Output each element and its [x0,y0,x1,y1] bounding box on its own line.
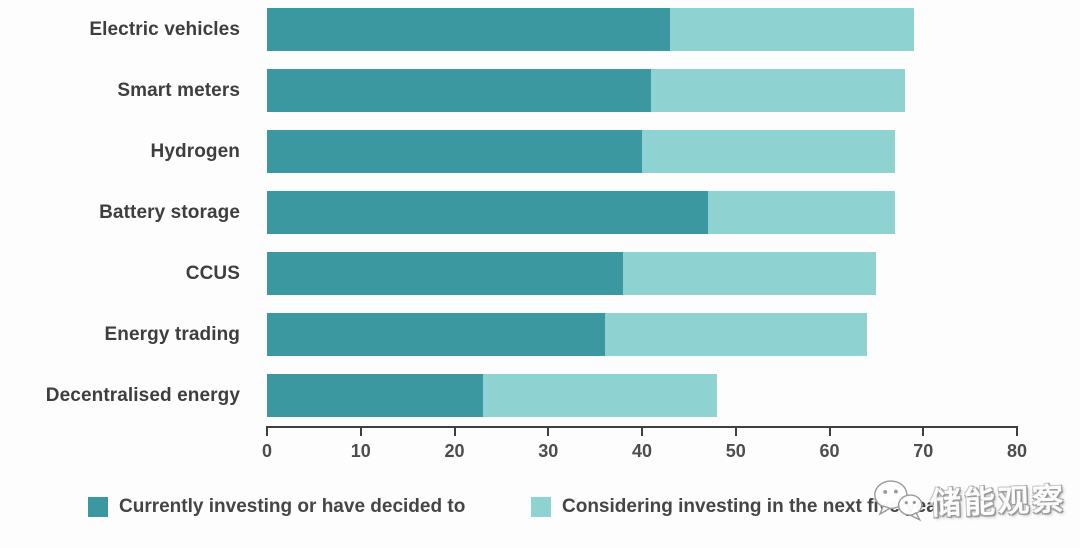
axis-tick-label: 50 [725,441,746,461]
chart-row: Electric vehicles [0,8,1080,51]
bar-track [267,374,1017,417]
category-label: Battery storage [99,202,240,223]
axis-tick-label: 10 [350,441,371,461]
bar-segment-currently-investing [267,313,605,356]
legend-swatch-light [531,497,551,517]
bar-track [267,69,1017,112]
axis-tick [453,426,456,436]
bar-segment-considering-investing [623,252,877,295]
bar-track [267,252,1017,295]
bar-segment-considering-investing [707,191,896,234]
axis-tick [734,426,737,436]
bar-segment-currently-investing [267,69,652,112]
category-label: Smart meters [117,80,240,101]
axis-tick-label: 70 [913,441,934,461]
bar-segment-considering-investing [651,69,905,112]
bar-segment-currently-investing [267,191,708,234]
bar-track [267,8,1017,51]
bar-segment-currently-investing [267,8,671,51]
axis-tick-label: 0 [261,441,273,461]
axis-tick [547,426,550,436]
x-axis: 0 10 20 30 40 50 60 70 80 [262,426,1027,461]
axis-tick [641,426,643,436]
chart-row: Decentralised energy [0,374,1080,417]
category-label: Energy trading [104,324,240,345]
axis-tick-label: 20 [444,441,465,461]
axis-tick [922,426,925,436]
bar-segment-currently-investing [267,130,642,173]
legend-swatch-dark [88,497,108,517]
bar-segment-currently-investing [267,252,624,295]
legend-item-considering-investing: Considering investing in the next five y… [531,496,955,518]
category-label: Hydrogen [150,141,240,162]
chart-row: Battery storage [0,191,1080,234]
chart-row: Energy trading [0,313,1080,356]
bar-segment-currently-investing [267,374,483,417]
axis-tick [828,426,831,436]
legend-label: Considering investing in the next five y… [562,496,955,517]
category-label: CCUS [185,263,240,284]
axis-tick [359,426,362,436]
bar-segment-considering-investing [642,130,896,173]
chart-row: CCUS [0,252,1080,295]
axis-tick-label: 60 [819,441,840,461]
bar-segment-considering-investing [482,374,717,417]
bar-segment-considering-investing [604,313,867,356]
bar-track [267,130,1017,173]
axis-tick-label: 40 [631,441,653,461]
bar-track [267,313,1017,356]
axis-tick [1016,426,1018,436]
legend-item-currently-investing: Currently investing or have decided to [88,496,465,518]
chart-row: Smart meters [0,69,1080,112]
bar-segment-considering-investing [670,8,914,51]
chart-row: Hydrogen [0,130,1080,173]
category-label: Electric vehicles [89,19,240,40]
legend-label: Currently investing or have decided to [119,496,466,517]
axis-tick-label: 30 [538,441,559,461]
axis-tick [266,426,268,436]
axis-tick-label: 80 [1006,441,1028,461]
bar-track [267,191,1017,234]
category-label: Decentralised energy [45,385,240,406]
